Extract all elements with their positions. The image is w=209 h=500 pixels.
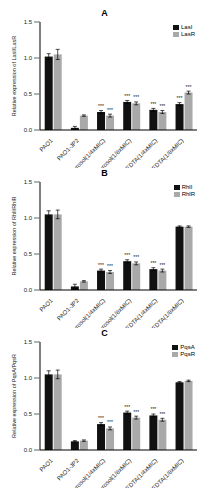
svg-text:EDTA(1/8xMIC): EDTA(1/8xMIC) <box>151 457 185 488</box>
svg-text:***: *** <box>124 252 130 258</box>
svg-text:0.5: 0.5 <box>24 251 33 257</box>
svg-text:***: *** <box>186 84 192 90</box>
svg-text:PAO1: PAO1 <box>39 297 55 313</box>
html-text:PqsA: PqsA <box>180 344 195 350</box>
svg-text:Tyrosol(1/8xMIC): Tyrosol(1/8xMIC) <box>96 137 133 168</box>
svg-text:PAO1-JP2: PAO1-JP2 <box>56 297 80 321</box>
svg-text:1.5: 1.5 <box>24 19 33 25</box>
svg-text:1.0: 1.0 <box>24 375 33 381</box>
svg-text:1.0: 1.0 <box>24 55 33 61</box>
svg-text:0.0: 0.0 <box>24 287 33 293</box>
svg-text:0.0: 0.0 <box>24 127 33 133</box>
svg-text:Tyrosol(1/8xMIC): Tyrosol(1/8xMIC) <box>96 297 133 328</box>
svg-text:1.5: 1.5 <box>24 179 33 185</box>
svg-text:0.5: 0.5 <box>24 411 33 417</box>
svg-text:Relative expression of PqsA/Pq: Relative expression of PqsA/PqsR <box>11 354 17 438</box>
svg-text:PAO1-JP2: PAO1-JP2 <box>56 457 80 481</box>
svg-text:Relative expression of LasI/La: Relative expression of LasI/LasR <box>11 36 17 116</box>
svg-text:***: *** <box>107 107 113 113</box>
svg-text:***: *** <box>98 262 104 268</box>
svg-text:1.0: 1.0 <box>24 215 33 221</box>
svg-text:PAO1-JP2: PAO1-JP2 <box>56 137 80 161</box>
html-text:C: C <box>101 328 108 338</box>
svg-text:***: *** <box>107 263 113 269</box>
svg-text:***: *** <box>98 415 104 421</box>
svg-text:***: *** <box>124 93 130 99</box>
svg-text:***: *** <box>107 419 113 425</box>
svg-text:Tyrosol(1/4xMIC): Tyrosol(1/4xMIC) <box>70 457 107 488</box>
svg-text:PAO1: PAO1 <box>39 137 55 153</box>
html-text:B: B <box>101 168 108 178</box>
svg-text:0.5: 0.5 <box>24 91 33 97</box>
html-text:LasR: LasR <box>181 31 195 37</box>
html-text:RhlR: RhlR <box>181 191 195 197</box>
svg-text:Tyrosol(1/8xMIC): Tyrosol(1/8xMIC) <box>96 457 133 488</box>
html-text:PqsR: PqsR <box>180 351 195 357</box>
svg-text:***: *** <box>133 94 139 100</box>
svg-text:EDTA(1/8xMIC): EDTA(1/8xMIC) <box>151 137 185 168</box>
svg-text:Tyrosol(1/4xMIC): Tyrosol(1/4xMIC) <box>70 137 107 168</box>
svg-text:***: *** <box>98 103 104 109</box>
svg-text:Tyrosol(1/4xMIC): Tyrosol(1/4xMIC) <box>70 297 107 328</box>
svg-text:***: *** <box>150 260 156 266</box>
svg-text:***: *** <box>159 262 165 268</box>
svg-text:***: *** <box>133 254 139 260</box>
svg-text:***: *** <box>159 103 165 109</box>
svg-text:***: *** <box>150 406 156 412</box>
svg-text:EDTA(1/8xMIC): EDTA(1/8xMIC) <box>151 297 185 328</box>
svg-text:Relative expression of RhlI/Rh: Relative expression of RhlI/RhlR <box>11 196 17 275</box>
svg-text:1.5: 1.5 <box>24 339 33 345</box>
html-text:RhlI: RhlI <box>181 184 193 190</box>
svg-text:***: *** <box>133 409 139 415</box>
svg-text:PAO1: PAO1 <box>39 457 55 473</box>
svg-text:***: *** <box>177 95 183 101</box>
html-text:A: A <box>101 8 108 18</box>
svg-text:***: *** <box>159 411 165 417</box>
svg-text:0.0: 0.0 <box>24 447 33 453</box>
html-text:LasI: LasI <box>181 24 193 30</box>
svg-text:***: *** <box>150 101 156 107</box>
svg-text:***: *** <box>124 404 130 410</box>
